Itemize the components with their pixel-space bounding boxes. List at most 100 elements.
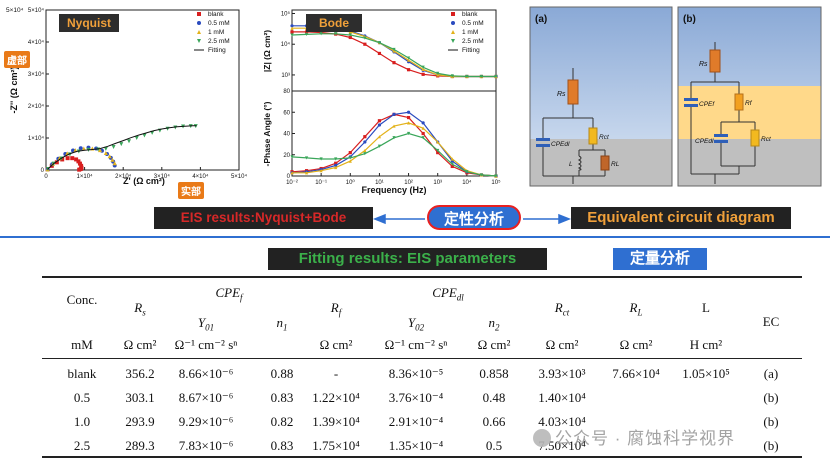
circuit-b-rs (709, 49, 721, 73)
legend-swatch (197, 39, 201, 43)
legend-swatch (451, 12, 455, 16)
bode-point (334, 161, 338, 165)
table-cell: 1.39×10⁴ (312, 414, 360, 429)
circuit-b-rct-label: Rct (761, 136, 772, 143)
table-cell: 1.40×10⁴ (538, 390, 586, 405)
bode-point (465, 170, 469, 174)
bode-x-tick-label: 10⁰ (346, 179, 356, 186)
bode-point (377, 51, 382, 56)
circuit-b-cpef-label: CPEf (699, 101, 715, 108)
bode-point (392, 136, 396, 140)
nyquist-y-tick-label: 0 (41, 168, 45, 174)
table-cell: 1.22×10⁴ (312, 390, 360, 405)
circuit-b-rct (750, 129, 760, 147)
bode-point (290, 155, 294, 159)
nyquist-legend-label: Fitting (208, 47, 226, 54)
col-rf-header: Rf (330, 300, 342, 318)
table-unit-cell: Ω⁻¹ cm⁻² sⁿ (174, 337, 238, 352)
bode-point (377, 144, 382, 148)
nyquist-legend-label: 0.5 mM (208, 20, 230, 27)
nyquist-point (81, 146, 86, 151)
nyquist-y-label: -Z'' (Ω cm²) (9, 67, 19, 114)
table-unit-cell: Ω cm² (477, 337, 511, 352)
bode-point (363, 135, 367, 139)
bode-point (421, 136, 425, 140)
bode-point (406, 58, 411, 62)
table-cell: 8.36×10⁻⁵ (388, 366, 444, 381)
nyquist-legend-label: 2.5 mM (208, 38, 230, 45)
table-cell: - (333, 366, 339, 381)
table-cell: (b) (763, 438, 779, 453)
nyquist-x-label: Z' (Ω cm²) (123, 176, 165, 186)
bode-point (494, 74, 498, 79)
nyquist-legend: blank 0.5 mM 1 mM 2.5 mM Fitting (194, 11, 230, 54)
nyquist-x-tick-label: 5×10⁴ (231, 173, 247, 180)
nyquist-point (54, 160, 59, 165)
nyquist-y-tick-label: 5×10⁴ (28, 7, 45, 14)
bode-point (465, 74, 469, 79)
circuit-a-cpe-icon (536, 138, 550, 147)
bode-phase-y-label: -Phase Angle (°) (262, 101, 272, 166)
equivalent-circuits: (a) Rs CPEdl Rct L RL (529, 6, 822, 187)
bode-x-label: Frequency (Hz) (361, 185, 426, 195)
bode-x-tick-label: 10³ (433, 180, 442, 186)
nyquist-point (70, 156, 75, 161)
table-unit-cell: Ω⁻¹ cm⁻² sⁿ (384, 337, 448, 352)
legend-swatch (451, 21, 455, 25)
bode-point (290, 33, 294, 37)
bode-point (363, 36, 367, 40)
bode-legend-label: Fitting (462, 47, 480, 54)
wechat-icon (533, 429, 551, 447)
arrow-right-icon (558, 213, 572, 225)
qualitative-analysis-badge: 定性分析 (427, 205, 521, 230)
fitting-results-banner: Fitting results: EIS parameters (268, 248, 547, 270)
col-y01-header: Y01 (197, 315, 215, 333)
bode-point (406, 56, 411, 60)
table-cell: 9.29×10⁻⁶ (178, 414, 234, 429)
nyquist-point (134, 136, 139, 140)
table-cell: 7.66×10⁴ (612, 366, 660, 381)
table-cell: 0.5 (485, 438, 503, 453)
table-cell: 0.5 (73, 390, 91, 405)
bode-point (421, 131, 425, 136)
nyquist-point (119, 142, 124, 147)
table-cell: 2.5 (73, 438, 91, 453)
table-cell: 3.93×10³ (538, 366, 586, 381)
bode-magnitude-tick-label: 10³ (281, 73, 290, 79)
circuit-a-rct-label: Rct (599, 134, 610, 141)
equivalent-circuit-banner: Equivalent circuit diagram (571, 207, 791, 229)
watermark: 公众号 · 腐蚀科学视界 (533, 424, 735, 449)
bode-point (334, 163, 338, 167)
bode-point (406, 131, 411, 136)
real-part-tag: 实部 (178, 182, 204, 199)
table-cell: 1.0 (73, 414, 91, 429)
table-header-rule (42, 358, 802, 359)
col-n1-header: n1 (276, 315, 288, 333)
bode-title-tag (306, 14, 362, 32)
circuit-a-rct (588, 127, 598, 145)
bode-point (421, 121, 425, 125)
nyquist-x-tick-label: 3×10⁴ (154, 173, 171, 180)
table-cell: 1.75×10⁴ (312, 438, 360, 453)
bode-legend-label: 0.5 mM (462, 20, 484, 27)
col-l-header: L (702, 300, 710, 315)
bode-legend-label: blank (462, 11, 478, 18)
bode-point (290, 24, 294, 28)
table-cell: 0.83 (270, 438, 294, 453)
bode-point (392, 61, 396, 65)
table-cell: 1.35×10⁻⁴ (388, 438, 444, 453)
circuit-b: (b) Rs CPEf Rf (677, 6, 822, 187)
circuit-b-rf-label: Rf (745, 100, 753, 107)
table-cell: 1.05×10⁵ (682, 366, 730, 381)
nyquist-point (98, 148, 103, 153)
table-unit-cell: Ω cm² (123, 337, 157, 352)
circuit-b-cpef-icon (684, 98, 698, 107)
circuit-a-rl (600, 155, 610, 171)
quantitative-analysis-badge: 定量分析 (613, 248, 707, 270)
bode-point (494, 174, 498, 178)
legend-swatch (451, 30, 455, 34)
bode-ticks: 10⁻² 10⁻¹ 10⁰ 10¹ 10² 10³ 10⁴ 10⁵ 10³ 10⁴ 10⁵ 0 20 40… (281, 11, 501, 186)
bode-point (479, 74, 484, 79)
nyquist-legend-label: 1 mM (208, 29, 224, 36)
nyquist-y-exponent: 5×10⁴ (6, 7, 24, 14)
